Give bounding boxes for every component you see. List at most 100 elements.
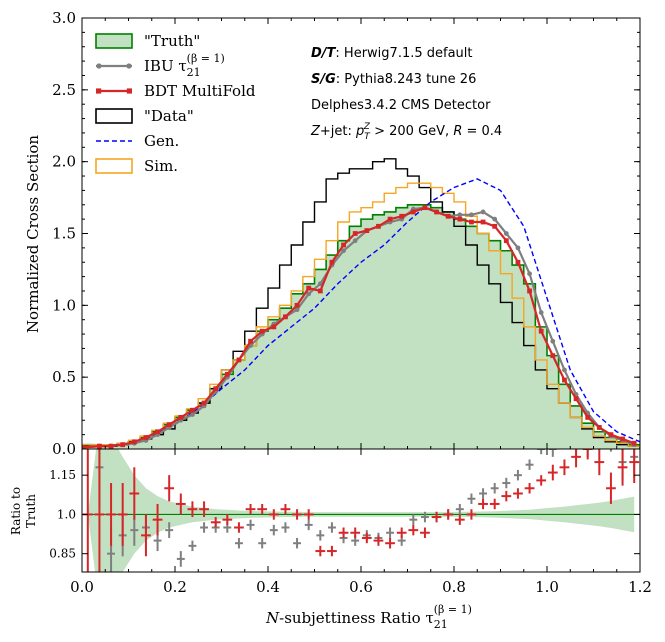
annotation-text: > 200 GeV, xyxy=(370,124,453,139)
multifold-point xyxy=(178,414,184,420)
x-axis-label: N-subjettiness Ratio τ21 (β = 1) xyxy=(265,603,472,631)
ibu-point xyxy=(294,307,300,313)
multifold-point xyxy=(236,357,242,363)
multifold-point xyxy=(620,436,625,442)
annotation-text: Delphes3.4.2 CMS Detector xyxy=(311,98,491,113)
multifold-point xyxy=(259,328,265,334)
ibu-point xyxy=(306,291,312,297)
legend-label-sup: (β = 1) xyxy=(187,52,225,65)
annotation-line: D/T: Herwig7.1.5 default xyxy=(311,46,473,61)
y-axis-label: Normalized Cross Section xyxy=(24,135,42,333)
x-axis-label-italic: N xyxy=(265,609,280,627)
legend-marker xyxy=(126,63,132,69)
y-tick-label: 1.0 xyxy=(52,296,76,314)
multifold-point xyxy=(376,223,381,229)
multifold-point xyxy=(445,213,451,219)
multifold-point xyxy=(503,238,509,244)
y-tick-label: 2.5 xyxy=(52,81,76,99)
multifold-point xyxy=(434,209,439,215)
legend-label-text: "Data" xyxy=(144,107,194,125)
multifold-point xyxy=(422,205,428,211)
uncertainty-band xyxy=(87,449,635,572)
multifold-point xyxy=(131,439,137,445)
legend-marker xyxy=(126,88,132,94)
x-tick-label: 0.6 xyxy=(349,578,373,596)
ibu-point xyxy=(538,310,544,315)
multifold-point xyxy=(271,324,277,330)
ibu-point xyxy=(352,238,358,244)
annotation-line: Z+jet: pTZ > 200 GeV, R = 0.4 xyxy=(310,122,502,142)
ibu-point xyxy=(469,212,474,218)
multifold-point xyxy=(341,242,346,248)
annotation-bold: S/G xyxy=(311,72,336,87)
y-tick-label: 1.5 xyxy=(52,225,76,243)
x-tick-label: 0.2 xyxy=(163,578,187,596)
x-tick-label: 1.2 xyxy=(628,578,652,596)
x-tick-label: 0.0 xyxy=(70,578,94,596)
multifold-point xyxy=(585,414,591,420)
ratio-y-tick-label: 1.0 xyxy=(57,507,76,521)
multifold-point xyxy=(155,429,160,435)
annotation-text: : Pythia8.243 tune 26 xyxy=(336,72,477,87)
legend-label: Gen. xyxy=(144,132,179,150)
annotation-text: = 0.4 xyxy=(462,124,502,139)
legend-swatch xyxy=(95,108,133,124)
multifold-point xyxy=(120,442,126,448)
legend-label-sub: 21 xyxy=(187,66,201,79)
x-axis: 0.0 0.2 0.4 0.6 0.8 1.0 1.2 N-subjettiness Rati… xyxy=(70,578,652,631)
multifold-point xyxy=(399,213,405,219)
y-tick-label: 3.0 xyxy=(52,9,76,27)
annotation-text: : Herwig7.1.5 default xyxy=(335,46,472,61)
multifold-point xyxy=(538,328,544,334)
top-plot-area xyxy=(82,158,640,449)
annotation-italic: R xyxy=(453,124,462,139)
legend-swatch xyxy=(95,158,133,174)
multifold-point xyxy=(480,219,486,225)
legend-label: "Data" xyxy=(144,107,194,125)
x-axis-label-sup: (β = 1) xyxy=(434,603,472,616)
multifold-point xyxy=(213,386,219,392)
ibu-point xyxy=(317,281,323,287)
y-tick-label: 0.0 xyxy=(52,440,76,458)
y-tick-label: 0.5 xyxy=(52,368,76,386)
legend-label-text: Gen. xyxy=(144,132,179,150)
annotation-box: D/T: Herwig7.1.5 default S/G: Pythia8.243… xyxy=(310,46,502,142)
multifold-point xyxy=(97,443,102,449)
multifold-point xyxy=(317,288,323,294)
ibu-point xyxy=(457,212,463,218)
ibu-point xyxy=(190,412,195,417)
annotation-sup: Z xyxy=(363,122,371,132)
ibu-point xyxy=(341,248,346,254)
multifold-point xyxy=(224,371,230,377)
x-tick-label: 0.8 xyxy=(442,578,466,596)
ratio-y-tick-label: 0.85 xyxy=(49,547,76,561)
x-axis-label-sub: 21 xyxy=(434,618,448,631)
legend-marker xyxy=(96,88,102,94)
multifold-point xyxy=(410,209,416,215)
annotation-text: +jet: xyxy=(320,124,356,139)
multifold-point xyxy=(457,216,463,222)
multifold-point xyxy=(596,425,602,430)
multifold-point xyxy=(492,223,498,229)
legend-label-text: Sim. xyxy=(144,157,178,175)
ibu-point xyxy=(515,245,521,251)
multifold-point xyxy=(283,314,288,320)
multifold-point xyxy=(329,259,335,265)
legend-label-text: BDT MultiFold xyxy=(144,82,256,100)
legend-label: IBU τ21(β = 1) xyxy=(144,52,225,79)
legend-marker xyxy=(96,63,102,69)
ibu-point xyxy=(562,367,567,373)
multifold-point xyxy=(294,302,300,308)
multifold-point xyxy=(469,219,474,225)
multifold-point xyxy=(631,440,637,446)
ibu-point xyxy=(503,231,509,236)
multifold-point xyxy=(108,443,114,449)
legend-label-text: "Truth" xyxy=(144,32,200,50)
ratio-y-label: Ratio to xyxy=(9,487,23,535)
annotation-italic: p xyxy=(355,124,364,139)
annotation-italic: Z xyxy=(310,124,321,139)
multifold-point xyxy=(527,288,532,294)
x-tick-label: 0.4 xyxy=(256,578,280,596)
multifold-point xyxy=(352,231,358,236)
legend-label: "Truth" xyxy=(144,32,200,50)
